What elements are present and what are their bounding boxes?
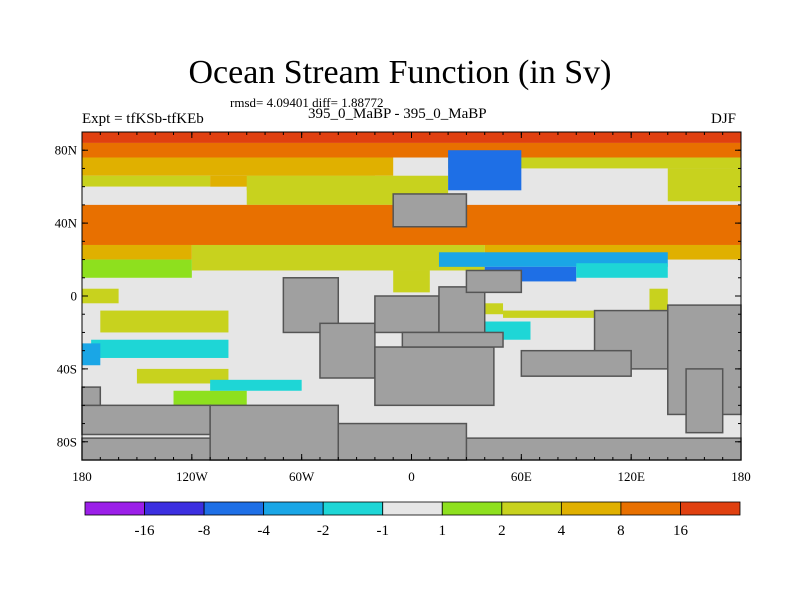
land-block (81, 386, 102, 407)
colorbar-swatch (441, 501, 503, 516)
colorbar-swatch (263, 501, 324, 516)
contour-cell (136, 368, 229, 384)
land-block (81, 404, 211, 436)
colorbar-swatch (501, 501, 562, 516)
x-tick-label: 180 (731, 469, 751, 484)
x-tick-label: 120W (176, 469, 209, 484)
land-block (685, 368, 724, 434)
x-tick-label: 0 (408, 469, 415, 484)
colorbar-label: 8 (617, 523, 625, 539)
x-tick-label: 120E (617, 469, 645, 484)
colorbar-swatch (560, 501, 622, 516)
contour-cell (82, 244, 192, 260)
colorbar-label: -2 (317, 523, 330, 539)
contour-cell (82, 142, 741, 158)
land-mask (81, 193, 742, 461)
contour-cell (82, 259, 192, 278)
x-tick-label: 60E (511, 469, 532, 484)
x-tick-label: 180 (72, 469, 92, 484)
contour-cell (393, 270, 430, 293)
contour-cell (82, 288, 119, 304)
contour-cell (100, 310, 229, 333)
colorbar-label: 1 (439, 523, 447, 539)
contour-cell (82, 175, 211, 187)
land-block (374, 295, 440, 334)
y-tick-label: 40N (55, 216, 78, 231)
land-block (465, 269, 523, 294)
contour-cell (191, 244, 485, 271)
land-block (319, 322, 376, 379)
colorbar-label: 2 (498, 523, 506, 539)
colorbar-label: -16 (135, 523, 155, 539)
contour-cell (649, 288, 668, 311)
contour-cell (91, 339, 229, 358)
colorbar-swatch (144, 501, 205, 516)
y-tick-label: 80S (57, 434, 77, 449)
contour-cell (448, 157, 741, 169)
y-tick-label: 80N (55, 143, 78, 158)
contour-cell (576, 263, 668, 278)
colorbar-label: -4 (257, 523, 270, 539)
contour-cell (173, 390, 247, 406)
contour-cell (667, 168, 741, 202)
stats-line: rmsd= 4.09401 diff= 1.88772 (230, 95, 384, 110)
land-block (374, 346, 495, 407)
contour-cell (82, 186, 247, 202)
land-block (401, 331, 504, 348)
y-tick-label: 0 (71, 289, 78, 304)
colorbar: -16 -8 -4 -2 -1 1 2 4 8 16 (84, 501, 741, 539)
contour-cell (82, 157, 394, 176)
land-block (209, 404, 340, 461)
axis-ticks: 180 120W 60W 0 60E 120E 180 80N 40N 0 40S 80S (55, 131, 751, 484)
x-tick-label: 60W (289, 469, 315, 484)
colorbar-label: -8 (198, 523, 211, 539)
colorbar-swatch (382, 501, 443, 516)
contour-cell (210, 379, 302, 391)
experiment-label: Expt = tfKSb-tfKEb (82, 111, 204, 127)
season-label: DJF (711, 111, 737, 127)
colorbar-swatch (322, 501, 384, 516)
colorbar-label: 16 (673, 523, 689, 539)
land-block (337, 422, 468, 461)
colorbar-swatch (84, 501, 145, 516)
colorbar-label: 4 (558, 523, 566, 539)
colorbar-swatch (620, 501, 681, 516)
colorbar-label: -1 (376, 523, 389, 539)
colorbar-swatch (680, 501, 741, 516)
period-label: 395_0_MaBP - 395_0_MaBP (308, 106, 487, 122)
chart-title: Ocean Stream Function (in Sv) (188, 54, 612, 91)
contour-cell (82, 343, 101, 366)
y-tick-label: 40S (57, 361, 77, 376)
contour-cell (448, 150, 522, 191)
contour-cell (503, 310, 650, 318)
land-block (392, 193, 468, 228)
colorbar-swatch (203, 501, 265, 516)
land-block (520, 349, 632, 377)
